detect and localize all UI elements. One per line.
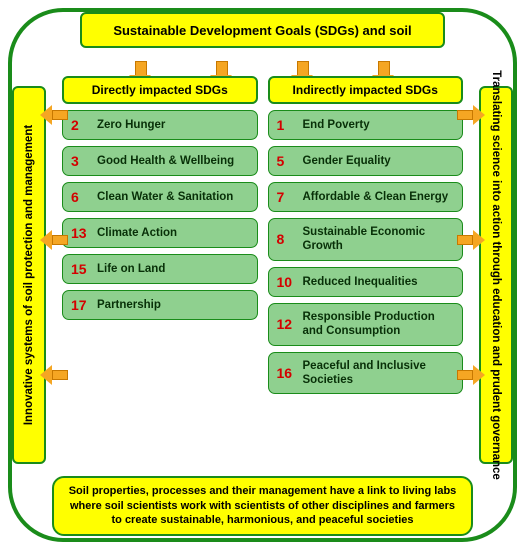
sdg-number: 13 bbox=[71, 225, 91, 241]
sdg-number: 1 bbox=[277, 117, 297, 133]
right-side-banner: Translating science into action through … bbox=[479, 86, 513, 464]
sdg-label: Peaceful and Inclusive Societies bbox=[303, 359, 455, 388]
diagram-frame: Sustainable Development Goals (SDGs) and… bbox=[0, 0, 525, 550]
sdg-item: 17 Partnership bbox=[62, 290, 258, 320]
indirect-column-header: Indirectly impacted SDGs bbox=[268, 76, 464, 104]
sdg-number: 7 bbox=[277, 189, 297, 205]
sdg-label: Climate Action bbox=[97, 226, 177, 240]
sdg-label: Responsible Production and Consumption bbox=[303, 310, 455, 339]
sdg-number: 8 bbox=[277, 231, 297, 247]
sdg-label: Good Health & Wellbeing bbox=[97, 154, 234, 168]
bottom-text: Soil properties, processes and their man… bbox=[66, 484, 459, 529]
sdg-label: Gender Equality bbox=[303, 154, 391, 168]
sdg-item: 6 Clean Water & Sanitation bbox=[62, 182, 258, 212]
sdg-item: 7 Affordable & Clean Energy bbox=[268, 182, 464, 212]
sdg-item: 5 Gender Equality bbox=[268, 146, 464, 176]
arrow-left-icon bbox=[40, 230, 68, 250]
sdg-item: 13 Climate Action bbox=[62, 218, 258, 248]
arrow-right-icon bbox=[457, 105, 485, 125]
down-arrows-row bbox=[100, 46, 425, 76]
left-side-banner: Innovative systems of soil protection an… bbox=[12, 86, 46, 464]
sdg-item: 3 Good Health & Wellbeing bbox=[62, 146, 258, 176]
arrow-right-icon bbox=[457, 230, 485, 250]
sdg-label: Reduced Inequalities bbox=[303, 275, 418, 289]
sdg-label: End Poverty bbox=[303, 118, 370, 132]
sdg-number: 17 bbox=[71, 297, 91, 313]
arrow-left-icon bbox=[40, 365, 68, 385]
sdg-label: Life on Land bbox=[97, 262, 165, 276]
sdg-number: 2 bbox=[71, 117, 91, 133]
bottom-banner: Soil properties, processes and their man… bbox=[52, 476, 473, 536]
title-text: Sustainable Development Goals (SDGs) and… bbox=[113, 23, 411, 38]
sdg-number: 3 bbox=[71, 153, 91, 169]
sdg-item: 15 Life on Land bbox=[62, 254, 258, 284]
direct-column: Directly impacted SDGs 2 Zero Hunger 3 Good… bbox=[62, 76, 258, 468]
arrow-left-icon bbox=[40, 105, 68, 125]
sdg-number: 15 bbox=[71, 261, 91, 277]
columns-container: Directly impacted SDGs 2 Zero Hunger 3 Good… bbox=[62, 76, 463, 468]
sdg-item: 16 Peaceful and Inclusive Societies bbox=[268, 352, 464, 395]
sdg-number: 6 bbox=[71, 189, 91, 205]
sdg-item: 1 End Poverty bbox=[268, 110, 464, 140]
right-side-text: Translating science into action through … bbox=[490, 70, 502, 480]
title-banner: Sustainable Development Goals (SDGs) and… bbox=[80, 12, 445, 48]
sdg-item: 12 Responsible Production and Consumption bbox=[268, 303, 464, 346]
left-side-text: Innovative systems of soil protection an… bbox=[23, 125, 35, 425]
sdg-label: Partnership bbox=[97, 298, 161, 312]
sdg-label: Affordable & Clean Energy bbox=[303, 190, 449, 204]
direct-column-header: Directly impacted SDGs bbox=[62, 76, 258, 104]
sdg-label: Zero Hunger bbox=[97, 118, 165, 132]
sdg-number: 12 bbox=[277, 316, 297, 332]
sdg-item: 8 Sustainable Economic Growth bbox=[268, 218, 464, 261]
sdg-label: Sustainable Economic Growth bbox=[303, 225, 455, 254]
sdg-number: 16 bbox=[277, 365, 297, 381]
sdg-item: 10 Reduced Inequalities bbox=[268, 267, 464, 297]
sdg-item: 2 Zero Hunger bbox=[62, 110, 258, 140]
sdg-number: 10 bbox=[277, 274, 297, 290]
sdg-label: Clean Water & Sanitation bbox=[97, 190, 233, 204]
sdg-number: 5 bbox=[277, 153, 297, 169]
arrow-right-icon bbox=[457, 365, 485, 385]
indirect-column: Indirectly impacted SDGs 1 End Poverty 5 Ge… bbox=[268, 76, 464, 468]
